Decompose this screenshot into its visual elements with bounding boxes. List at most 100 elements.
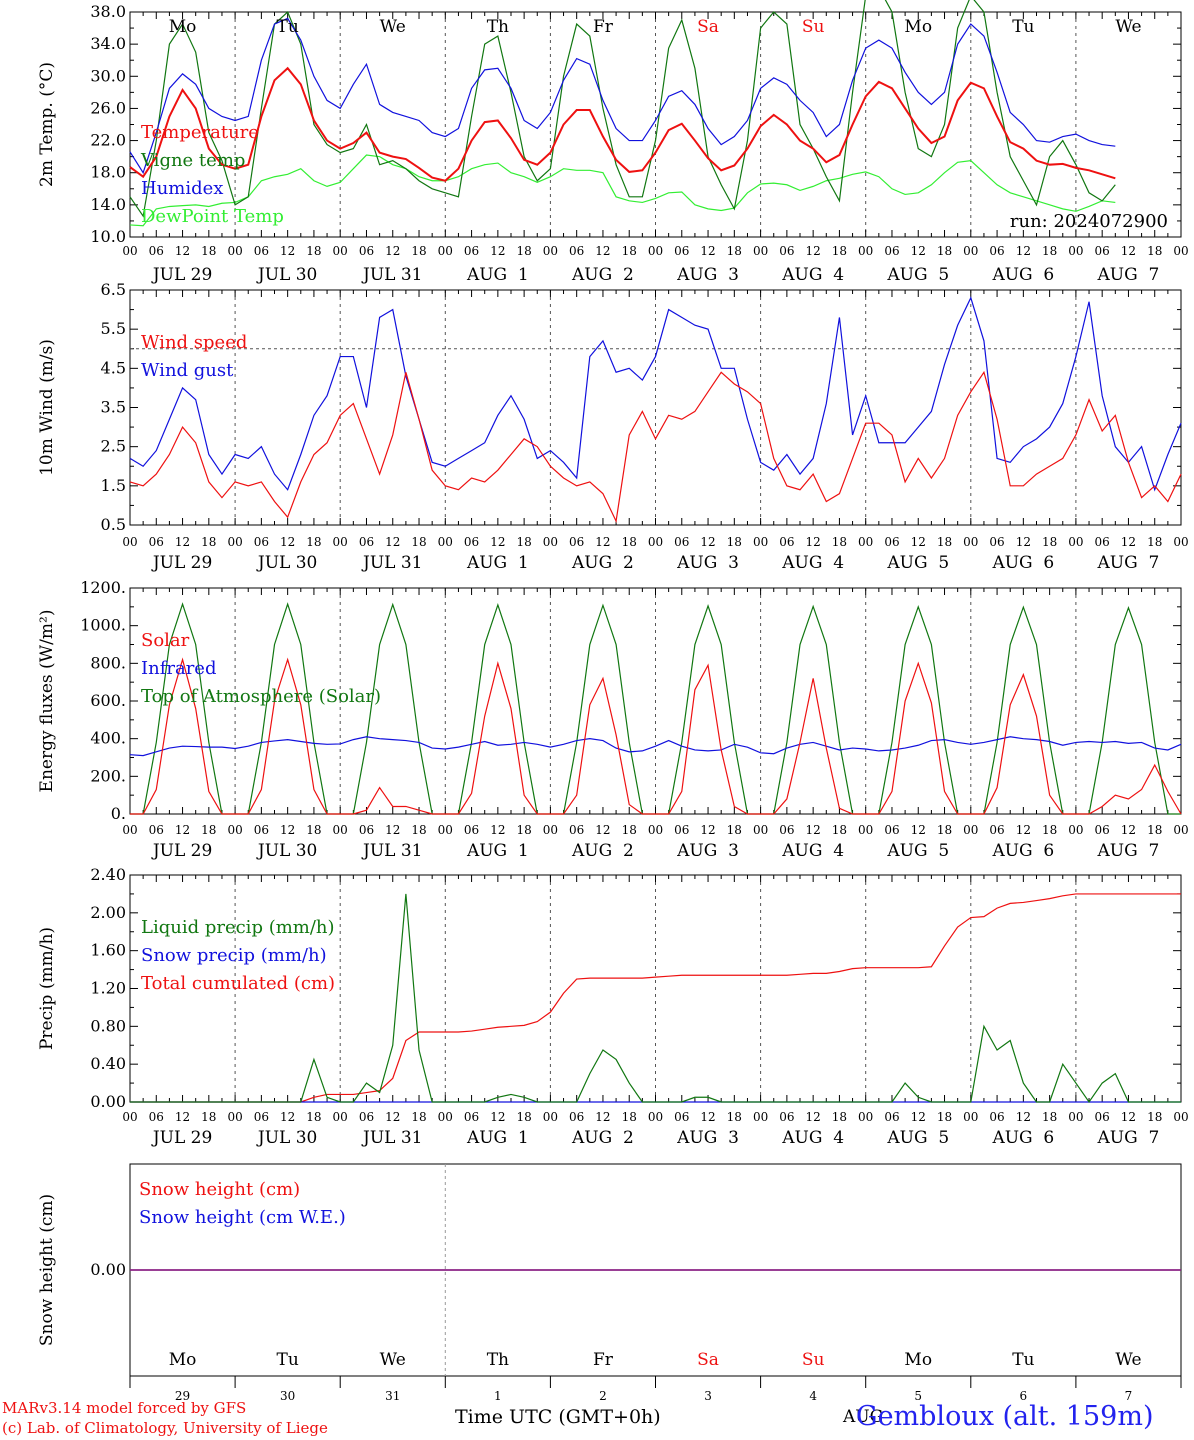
legend-entry: Snow height (cm) <box>139 1179 300 1200</box>
hour-tick-label: 18 <box>306 1110 321 1124</box>
hour-tick-label: 00 <box>438 244 453 258</box>
date-label: AUG 3 <box>676 553 739 573</box>
hour-tick-label: 12 <box>595 535 610 549</box>
y-axis-label: Snow height (cm) <box>37 1194 57 1346</box>
series-total-cumulated-cm <box>130 893 1181 1103</box>
weekday-label: Tu <box>1012 17 1034 37</box>
weekday-label: Sa <box>697 1350 719 1370</box>
hour-tick-label: 18 <box>1042 823 1057 837</box>
date-label: AUG 5 <box>886 1128 949 1148</box>
hour-tick-label: 12 <box>490 244 505 258</box>
hour-tick-label: 00 <box>122 823 137 837</box>
hour-tick-label: 18 <box>411 244 426 258</box>
hour-tick-label: 18 <box>832 535 847 549</box>
hour-tick-label: 06 <box>779 1110 794 1124</box>
hour-tick-label: 00 <box>753 1110 768 1124</box>
hour-tick-label: 06 <box>989 823 1004 837</box>
y-tick-label: 1.20 <box>90 979 126 998</box>
weekday-label: Tu <box>277 17 299 37</box>
date-label: AUG 7 <box>1097 553 1160 573</box>
date-label: JUL 29 <box>151 841 212 861</box>
day-number-label: 7 <box>1125 1389 1133 1403</box>
legend-entry: Snow precip (mm/h) <box>141 945 327 966</box>
hour-tick-label: 06 <box>884 535 899 549</box>
hour-tick-label: 18 <box>201 244 216 258</box>
hour-tick-label: 12 <box>385 535 400 549</box>
y-tick-label: 1200. <box>80 578 126 597</box>
hour-tick-label: 18 <box>937 823 952 837</box>
hour-tick-label: 12 <box>1121 823 1136 837</box>
hour-tick-label: 00 <box>1068 535 1083 549</box>
hour-tick-label: 06 <box>149 244 164 258</box>
date-label: AUG 7 <box>1097 841 1160 861</box>
hour-tick-label: 18 <box>201 823 216 837</box>
legend-entry: Solar <box>141 630 190 651</box>
hour-tick-label: 12 <box>490 1110 505 1124</box>
hour-tick-label: 00 <box>753 535 768 549</box>
y-tick-label: 0. <box>111 804 126 823</box>
weekday-label: Su <box>802 17 825 37</box>
hour-tick-label: 06 <box>149 1110 164 1124</box>
series-liquid-precip-mm-h <box>130 893 1181 1104</box>
date-label: AUG 1 <box>466 265 529 285</box>
day-number-label: 1 <box>494 1389 502 1403</box>
hour-tick-label: 12 <box>595 1110 610 1124</box>
hour-tick-label: 18 <box>622 823 637 837</box>
hour-tick-label: 06 <box>989 535 1004 549</box>
hour-tick-label: 06 <box>464 823 479 837</box>
panel-energy: 0. 200. 400. 600. 800. 1000. 1200. Energy fluxe… <box>37 578 1189 861</box>
hour-tick-label: 12 <box>911 244 926 258</box>
y-axis-label: Energy fluxes (W/m²) <box>37 610 57 793</box>
date-label: AUG 7 <box>1097 1128 1160 1148</box>
weekday-label: We <box>380 1350 406 1370</box>
y-tick-label: 18.0 <box>90 163 126 182</box>
hour-tick-label: 06 <box>1095 535 1110 549</box>
hour-tick-label: 06 <box>149 823 164 837</box>
hour-tick-label: 00 <box>648 535 663 549</box>
hour-tick-label: 00 <box>1173 244 1188 258</box>
date-label: AUG 4 <box>781 1128 844 1148</box>
y-axis-label: 10m Wind (m/s) <box>37 339 57 476</box>
hour-tick-label: 12 <box>595 244 610 258</box>
hour-tick-label: 00 <box>963 535 978 549</box>
legend-entry: DewPoint Temp <box>141 206 284 227</box>
hour-tick-label: 12 <box>1016 1110 1031 1124</box>
hour-tick-label: 18 <box>1147 823 1162 837</box>
hour-tick-label: 12 <box>1016 535 1031 549</box>
hour-tick-label: 12 <box>700 535 715 549</box>
hour-tick-label: 06 <box>779 244 794 258</box>
hour-tick-label: 12 <box>175 535 190 549</box>
hour-tick-label: 00 <box>753 823 768 837</box>
panel-precip: 0.00 0.40 0.80 1.20 1.60 2.00 2.40 Precip (mm/h… <box>37 865 1189 1148</box>
y-tick-label: 1000. <box>80 616 126 635</box>
date-label: AUG 2 <box>571 265 634 285</box>
day-number-label: 6 <box>1020 1389 1028 1403</box>
legend-entry: Humidex <box>141 178 223 199</box>
hour-tick-label: 00 <box>333 823 348 837</box>
hour-tick-label: 00 <box>648 1110 663 1124</box>
hour-tick-label: 18 <box>306 244 321 258</box>
hour-tick-label: 00 <box>1068 1110 1083 1124</box>
date-label: JUL 31 <box>361 841 422 861</box>
weekday-label: Th <box>487 17 509 37</box>
y-tick-label: 22.0 <box>90 131 126 150</box>
day-number-label: 5 <box>914 1389 922 1403</box>
hour-tick-label: 18 <box>1147 244 1162 258</box>
hour-tick-label: 06 <box>359 244 374 258</box>
day-number-label: 29 <box>175 1389 190 1403</box>
hour-tick-label: 12 <box>175 244 190 258</box>
hour-tick-label: 00 <box>858 244 873 258</box>
weekday-label: We <box>1115 1350 1141 1370</box>
y-tick-label: 30.0 <box>90 66 126 85</box>
hour-tick-label: 18 <box>411 1110 426 1124</box>
hour-tick-label: 00 <box>1173 1110 1188 1124</box>
hour-tick-label: 00 <box>1068 244 1083 258</box>
y-axis-label: 2m Temp. (°C) <box>37 62 57 187</box>
date-label: JUL 29 <box>151 265 212 285</box>
hour-tick-label: 12 <box>806 1110 821 1124</box>
legend-entry: Vigne temp <box>140 150 245 171</box>
hour-tick-label: 00 <box>227 1110 242 1124</box>
hour-tick-label: 12 <box>490 823 505 837</box>
day-number-label: 31 <box>385 1389 400 1403</box>
